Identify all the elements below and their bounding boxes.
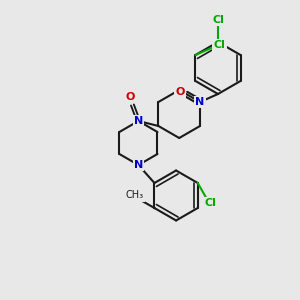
Text: O: O bbox=[175, 87, 185, 97]
Text: O: O bbox=[126, 92, 135, 102]
Text: CH₃: CH₃ bbox=[124, 191, 144, 201]
Text: Cl: Cl bbox=[205, 198, 217, 208]
Text: N: N bbox=[134, 116, 143, 126]
Text: Cl: Cl bbox=[212, 15, 224, 25]
Text: N: N bbox=[134, 160, 143, 170]
Text: N: N bbox=[195, 97, 205, 107]
Text: CH₃: CH₃ bbox=[125, 190, 143, 200]
Text: Cl: Cl bbox=[214, 40, 225, 50]
